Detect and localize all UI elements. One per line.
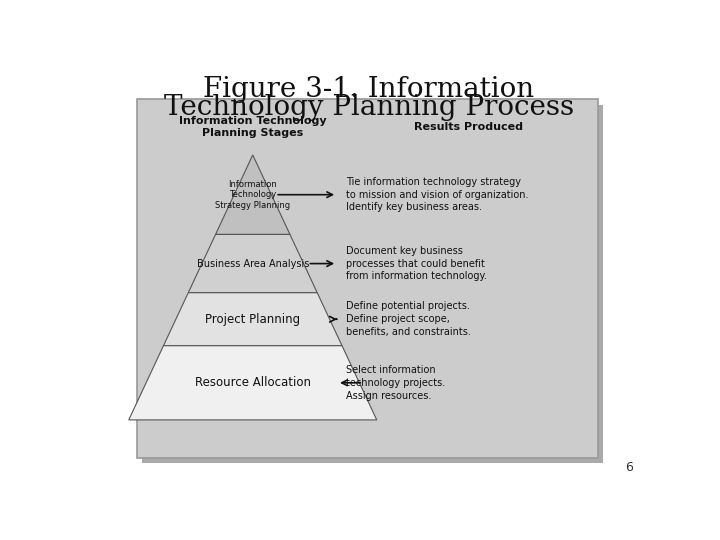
FancyBboxPatch shape: [142, 105, 603, 463]
Text: Results Produced: Results Produced: [414, 122, 523, 132]
Text: Technology Planning Process: Technology Planning Process: [164, 94, 574, 122]
Text: Document key business
processes that could benefit
from information technology.: Document key business processes that cou…: [346, 246, 487, 281]
Polygon shape: [188, 234, 318, 293]
Text: Define potential projects.
Define project scope,
benefits, and constraints.: Define potential projects. Define projec…: [346, 301, 471, 337]
Text: Business Area Analysis: Business Area Analysis: [197, 259, 309, 268]
Text: Project Planning: Project Planning: [205, 313, 300, 326]
Text: Information
Technology
Strategy Planning: Information Technology Strategy Planning: [215, 180, 290, 210]
Text: Resource Allocation: Resource Allocation: [194, 376, 311, 389]
Text: Figure 3-1. Information: Figure 3-1. Information: [204, 76, 534, 103]
Text: Select information
technology projects.
Assign resources.: Select information technology projects. …: [346, 365, 446, 401]
Polygon shape: [129, 346, 377, 420]
Polygon shape: [215, 155, 290, 234]
Text: 6: 6: [625, 462, 632, 475]
Polygon shape: [163, 293, 342, 346]
Text: Tie information technology strategy
to mission and vision of organization.
Ident: Tie information technology strategy to m…: [346, 177, 528, 213]
FancyBboxPatch shape: [137, 99, 598, 457]
Text: Information Technology
Planning Stages: Information Technology Planning Stages: [179, 116, 327, 138]
